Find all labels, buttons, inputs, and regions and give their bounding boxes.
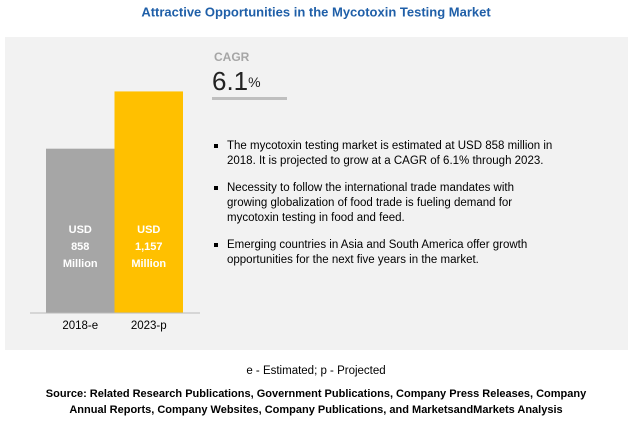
source-text: Source: Related Research Publications, G… bbox=[46, 388, 587, 400]
cagr-number: 6.1 bbox=[212, 66, 248, 96]
cagr-unit: % bbox=[248, 74, 260, 90]
x-tick-label: 2018-e bbox=[62, 320, 98, 332]
source-text: Annual Reports, Company Websites, Compan… bbox=[69, 404, 562, 416]
bar bbox=[114, 91, 183, 313]
value-label: USD bbox=[69, 224, 92, 236]
value-label: USD bbox=[137, 224, 160, 236]
bullet-marker bbox=[214, 144, 218, 148]
bullet-text: Emerging countries in Asia and South Ame… bbox=[227, 239, 527, 251]
bullet-marker bbox=[214, 243, 218, 247]
chart-title: Attractive Opportunities in the Mycotoxi… bbox=[141, 4, 491, 19]
cagr-value: 6.1% bbox=[212, 66, 261, 96]
bullet-marker bbox=[214, 186, 218, 190]
bullet-text: The mycotoxin testing market is estimate… bbox=[227, 140, 552, 152]
value-label: Million bbox=[63, 258, 98, 270]
cagr-label: CAGR bbox=[214, 50, 250, 64]
bar bbox=[46, 148, 115, 313]
footnote: e - Estimated; p - Projected bbox=[246, 365, 385, 377]
value-label: 858 bbox=[71, 241, 89, 253]
cagr-underline bbox=[212, 97, 287, 100]
bullet-text: 2018. It is projected to grow at a CAGR … bbox=[227, 155, 543, 167]
bullet-text: mycotoxin testing in food and feed. bbox=[227, 212, 405, 224]
x-tick-label: 2023-p bbox=[131, 320, 167, 332]
bullet-text: opportunities for the next five years in… bbox=[227, 254, 479, 266]
value-label: 1,157 bbox=[135, 241, 163, 253]
value-label: Million bbox=[131, 258, 166, 270]
bullet-text: growing globalization of food trade is f… bbox=[227, 197, 512, 209]
bullet-text: Necessity to follow the international tr… bbox=[227, 182, 514, 194]
